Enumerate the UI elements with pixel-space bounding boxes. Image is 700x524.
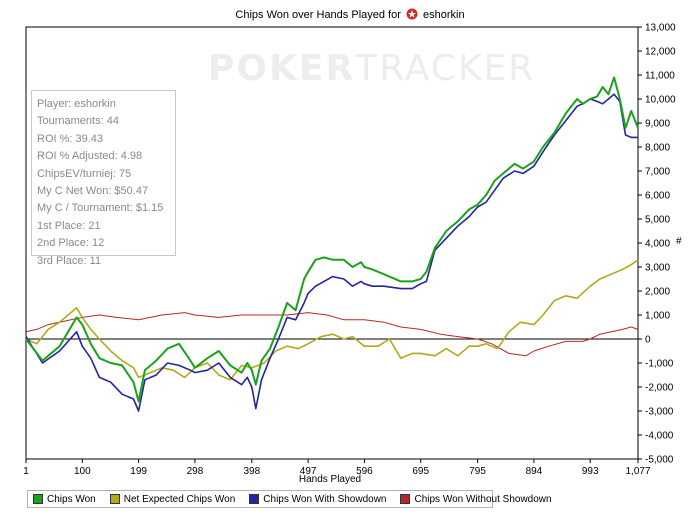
x-tick-label: 298 bbox=[187, 466, 204, 477]
x-tick-label: 695 bbox=[412, 466, 429, 477]
y-tick-label: 0 bbox=[645, 335, 651, 346]
legend-swatch bbox=[109, 494, 120, 504]
y-tick-label: 8,000 bbox=[645, 143, 670, 154]
legend: Chips Won Net Expected Chips Won Chips Won… bbox=[27, 490, 552, 508]
y-tick-label: 2,000 bbox=[645, 287, 670, 298]
y-tick-label: 1,000 bbox=[645, 311, 670, 322]
chart-title-player: eshorkin bbox=[423, 9, 465, 21]
x-tick-label: 199 bbox=[130, 466, 147, 477]
y-tick-label: 13,000 bbox=[645, 23, 676, 34]
y-axis-unit: # bbox=[676, 236, 682, 247]
x-axis-label: Hands Played bbox=[298, 474, 362, 485]
legend-item: Net Expected Chips Won bbox=[109, 493, 236, 505]
y-tick-label: 5,000 bbox=[645, 215, 670, 226]
x-tick-label: 795 bbox=[469, 466, 486, 477]
y-tick-label: 10,000 bbox=[645, 95, 676, 106]
legend-swatch bbox=[33, 494, 43, 504]
x-tick-label: 100 bbox=[74, 466, 91, 477]
stats-line: ROI %: 39.43 bbox=[37, 132, 104, 145]
y-tick-label: -1,000 bbox=[645, 359, 674, 370]
series-line-net-expected-chips-won bbox=[25, 259, 639, 381]
stats-line: 3rd Place: 11 bbox=[37, 254, 102, 267]
x-tick-label: 1,077 bbox=[625, 466, 650, 477]
chart-title: Chips Won over Hands Played for eshorkin bbox=[0, 8, 700, 23]
y-tick-label: 12,000 bbox=[645, 47, 676, 58]
stats-box: Player: eshorkin Tournaments: 44 ROI %: 39… bbox=[31, 90, 176, 267]
legend-swatch bbox=[400, 494, 411, 504]
y-tick-label: 7,000 bbox=[645, 167, 670, 178]
y-tick-label: -5,000 bbox=[645, 455, 674, 466]
y-tick-label: -4,000 bbox=[645, 431, 674, 442]
legend-item: Chips Won bbox=[33, 494, 96, 505]
y-tick-label: 11,000 bbox=[645, 71, 675, 82]
stats-line: 1st Place: 21 bbox=[37, 219, 101, 232]
stats-line: ChipsEV/turniej: 75 bbox=[37, 167, 132, 180]
stats-line: Player: eshorkin bbox=[37, 98, 116, 110]
legend-label: Net Expected Chips Won bbox=[123, 493, 236, 505]
watermark: POKERTRACKER bbox=[208, 48, 536, 89]
stats-line: 2nd Place: 12 bbox=[37, 237, 105, 250]
pokerstars-logo-icon bbox=[406, 8, 418, 23]
legend-label: Chips Won bbox=[47, 493, 96, 505]
x-tick-label: 596 bbox=[356, 466, 373, 477]
y-tick-label: 3,000 bbox=[645, 263, 670, 274]
legend-item: Chips Won With Showdown bbox=[249, 494, 386, 505]
x-tick-label: 497 bbox=[300, 466, 317, 477]
x-tick-label: 993 bbox=[582, 466, 599, 477]
stats-line: My C / Tournament: $1.15 bbox=[37, 202, 164, 215]
chart-title-text: Chips Won over Hands Played for bbox=[235, 9, 401, 21]
y-tick-label: -3,000 bbox=[645, 407, 674, 418]
y-tick-label: 9,000 bbox=[645, 119, 670, 130]
legend-label: Chips Won Without Showdown bbox=[414, 493, 552, 505]
x-tick-label: 398 bbox=[243, 466, 260, 477]
series-line-chips-won-with-showdown bbox=[25, 93, 638, 412]
stats-line: Tournaments: 44 bbox=[37, 115, 119, 128]
stats-line: ROI % Adjusted: 4.98 bbox=[37, 150, 143, 163]
x-tick-label: 1 bbox=[23, 466, 29, 477]
stats-line: My C Net Won: $50.47 bbox=[37, 184, 149, 197]
legend-label: Chips Won With Showdown bbox=[263, 493, 387, 505]
x-tick-label: 894 bbox=[526, 466, 543, 477]
y-tick-label: 4,000 bbox=[645, 239, 670, 250]
y-tick-label: 6,000 bbox=[645, 191, 670, 202]
series-line-chips-won bbox=[25, 76, 639, 403]
legend-swatch bbox=[249, 494, 260, 504]
legend-item: Chips Won Without Showdown bbox=[400, 493, 552, 505]
y-tick-label: -2,000 bbox=[645, 383, 674, 394]
series-line-chips-won-without-showdown bbox=[25, 312, 639, 357]
